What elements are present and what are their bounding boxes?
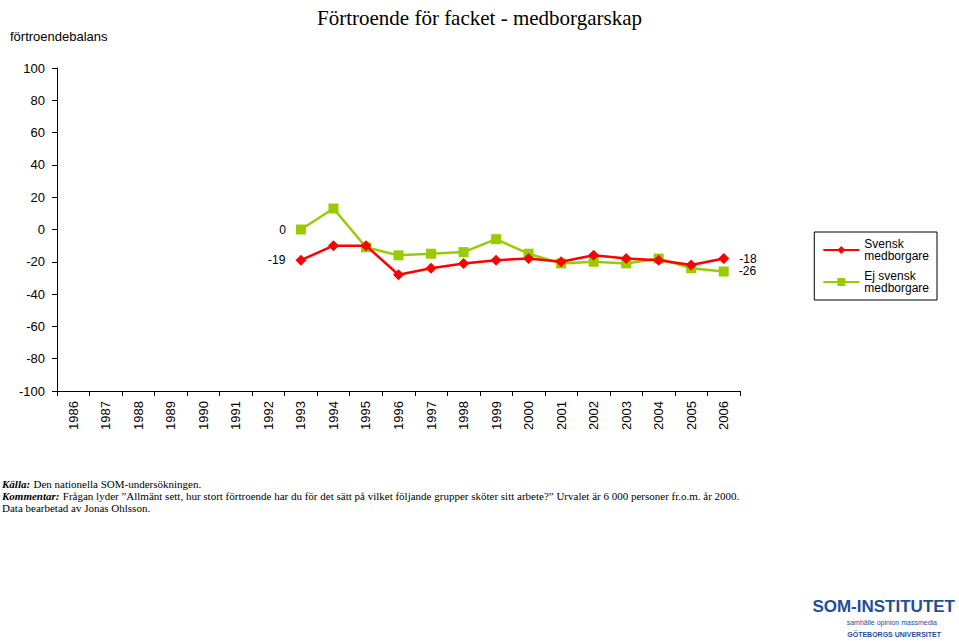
svg-text:1987: 1987 [98,401,113,430]
svg-text:2000: 2000 [521,401,536,430]
svg-text:-18: -18 [739,252,757,266]
svg-text:2005: 2005 [684,401,699,430]
svg-text:1992: 1992 [261,401,276,430]
svg-text:1991: 1991 [228,401,243,430]
svg-text:Källa:: Källa: [1,478,30,490]
svg-text:-19: -19 [268,253,286,267]
svg-text:1996: 1996 [391,401,406,430]
svg-text:GÖTEBORGS UNIVERSITET: GÖTEBORGS UNIVERSITET [847,630,941,638]
svg-text:2002: 2002 [586,401,601,430]
svg-text:-80: -80 [26,351,45,366]
svg-text:SOM-INSTITUTET: SOM-INSTITUTET [812,597,955,616]
svg-text:Frågan lyder ”Allmänt sett, hu: Frågan lyder ”Allmänt sett, hur stort fö… [63,490,740,502]
svg-text:-20: -20 [26,254,45,269]
svg-text:0: 0 [279,223,286,237]
svg-text:1997: 1997 [424,401,439,430]
svg-text:2001: 2001 [554,401,569,430]
svg-text:60: 60 [31,125,45,140]
svg-text:Ej svensk: Ej svensk [864,269,919,283]
svg-text:Förtroende för facket - medbor: Förtroende för facket - medborgarskap [317,6,642,30]
svg-text:Svensk: Svensk [864,237,907,251]
svg-text:20: 20 [31,190,45,205]
svg-text:1989: 1989 [163,401,178,430]
svg-text:Kommentar:: Kommentar: [1,490,59,502]
svg-text:samhälle opinion massmedia: samhälle opinion massmedia [847,619,937,627]
svg-text:1999: 1999 [489,401,504,430]
svg-text:2004: 2004 [651,401,666,430]
svg-text:Data bearbetad av Jonas Ohlsso: Data bearbetad av Jonas Ohlsson. [2,502,150,514]
svg-text:1993: 1993 [293,401,308,430]
svg-text:1990: 1990 [196,401,211,430]
svg-text:-100: -100 [19,384,45,399]
svg-text:förtroendebalans: förtroendebalans [10,29,108,44]
svg-text:-26: -26 [739,264,757,278]
svg-text:Den nationella SOM-undersöknin: Den nationella SOM-undersökningen. [33,478,202,490]
svg-text:1994: 1994 [326,401,341,430]
svg-text:80: 80 [31,93,45,108]
svg-text:1988: 1988 [131,401,146,430]
svg-text:1986: 1986 [66,401,81,430]
svg-text:-40: -40 [26,287,45,302]
svg-text:medborgare: medborgare [864,249,929,263]
svg-text:2006: 2006 [716,401,731,430]
svg-text:100: 100 [23,61,45,76]
svg-text:-60: -60 [26,319,45,334]
svg-text:1998: 1998 [456,401,471,430]
svg-text:40: 40 [31,157,45,172]
svg-text:0: 0 [38,222,45,237]
svg-text:2003: 2003 [619,401,634,430]
svg-text:1995: 1995 [358,401,373,430]
svg-text:medborgare: medborgare [864,281,929,295]
